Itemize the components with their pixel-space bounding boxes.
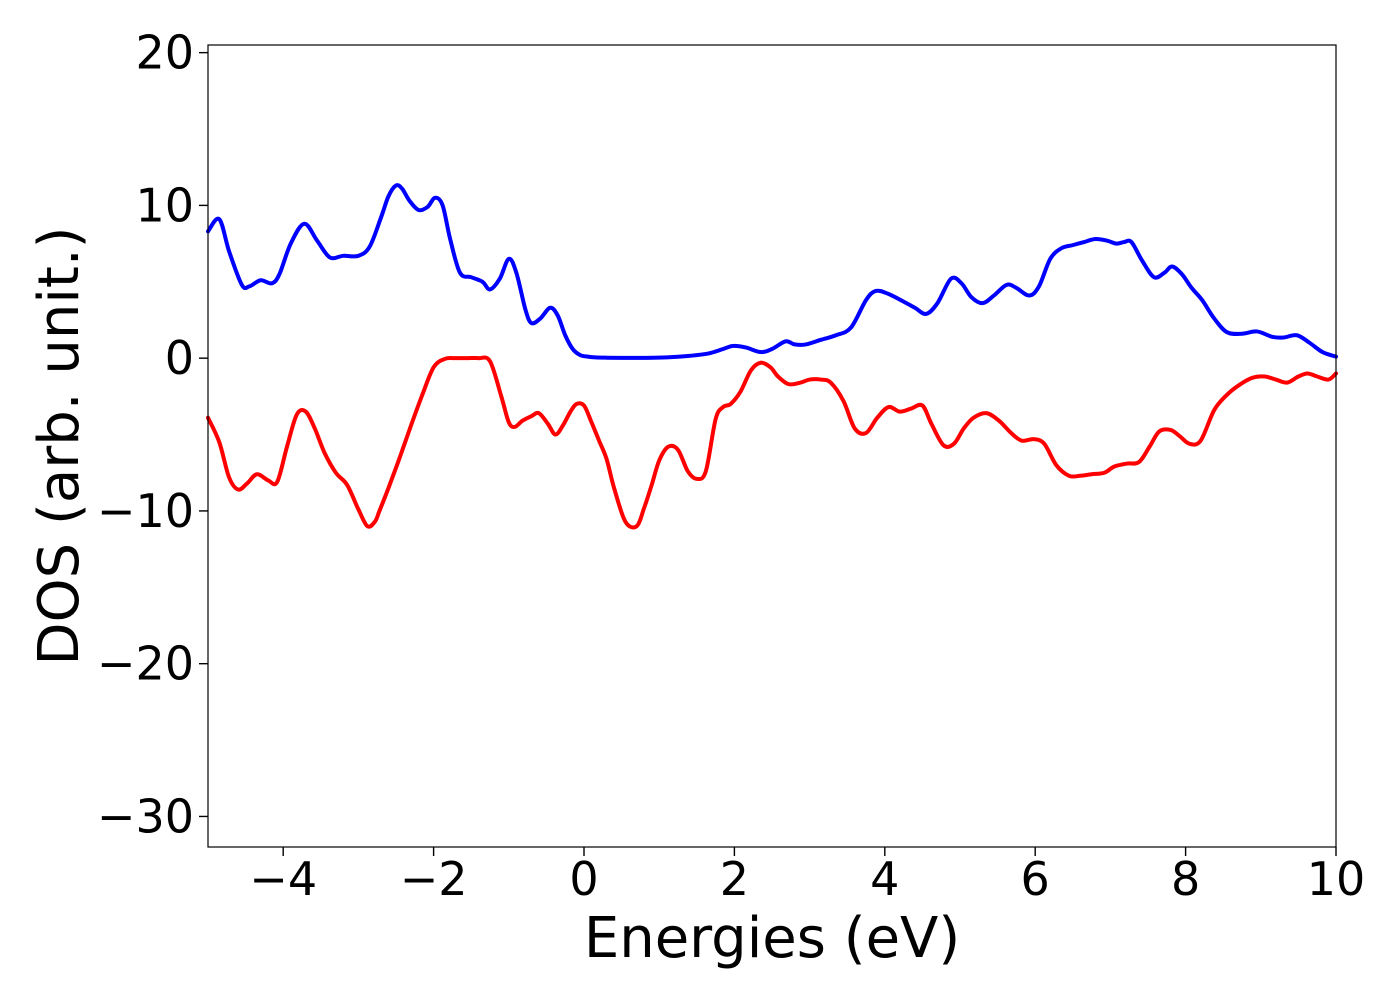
x-tick-label: 0 bbox=[569, 852, 598, 906]
y-axis-label: DOS (arb. unit.) bbox=[27, 226, 92, 665]
y-tick-label: −30 bbox=[97, 789, 194, 843]
x-tick-label: 6 bbox=[1021, 852, 1050, 906]
x-tick-label: −2 bbox=[400, 852, 468, 906]
x-tick-label: 2 bbox=[720, 852, 749, 906]
x-tick-label: 10 bbox=[1307, 852, 1366, 906]
y-tick-label: 20 bbox=[135, 26, 194, 80]
x-tick-label: −4 bbox=[249, 852, 317, 906]
x-axis: −4 −2 0 2 4 6 8 10 bbox=[249, 847, 1365, 906]
x-tick-label: 4 bbox=[870, 852, 899, 906]
series-layer bbox=[206, 183, 1338, 530]
y-axis: −30 −20 −10 0 10 20 bbox=[97, 26, 208, 843]
y-tick-label: 10 bbox=[135, 178, 194, 232]
y-tick-label: −20 bbox=[97, 637, 194, 691]
y-tick-label: −10 bbox=[97, 484, 194, 538]
x-axis-label: Energies (eV) bbox=[584, 906, 960, 971]
plot-frame bbox=[207, 44, 1337, 848]
x-tick-label: 8 bbox=[1171, 852, 1200, 906]
series-line-1 bbox=[206, 183, 1338, 360]
y-tick-label: 0 bbox=[165, 331, 194, 385]
series-line-2 bbox=[206, 355, 1338, 530]
